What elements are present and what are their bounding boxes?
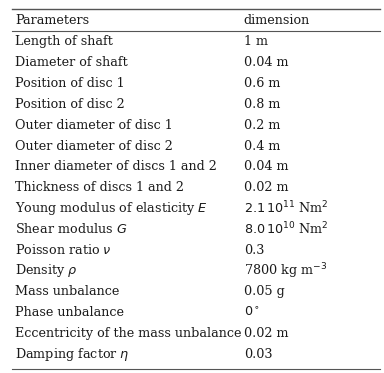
Text: Mass unbalance: Mass unbalance bbox=[15, 285, 120, 298]
Text: Phase unbalance: Phase unbalance bbox=[15, 306, 124, 319]
Text: 0.05 g: 0.05 g bbox=[244, 285, 285, 298]
Text: Eccentricity of the mass unbalance: Eccentricity of the mass unbalance bbox=[15, 327, 242, 340]
Text: Parameters: Parameters bbox=[15, 14, 89, 26]
Text: 0.02 m: 0.02 m bbox=[244, 327, 288, 340]
Text: Thickness of discs 1 and 2: Thickness of discs 1 and 2 bbox=[15, 181, 184, 194]
Text: dimension: dimension bbox=[244, 14, 310, 26]
Text: Young modulus of elasticity $E$: Young modulus of elasticity $E$ bbox=[15, 200, 208, 217]
Text: Position of disc 1: Position of disc 1 bbox=[15, 77, 125, 90]
Text: 0.04 m: 0.04 m bbox=[244, 56, 288, 69]
Text: Damping factor $\eta$: Damping factor $\eta$ bbox=[15, 345, 130, 363]
Text: 0.2 m: 0.2 m bbox=[244, 119, 280, 132]
Text: 0.3: 0.3 bbox=[244, 244, 264, 257]
Text: Shear modulus $G$: Shear modulus $G$ bbox=[15, 222, 128, 236]
Text: 0.02 m: 0.02 m bbox=[244, 181, 288, 194]
Text: $8.0 \, 10^{10}$ Nm$^2$: $8.0 \, 10^{10}$ Nm$^2$ bbox=[244, 221, 328, 238]
Text: Outer diameter of disc 2: Outer diameter of disc 2 bbox=[15, 140, 173, 153]
Text: 0.03: 0.03 bbox=[244, 348, 272, 361]
Text: 0.4 m: 0.4 m bbox=[244, 140, 280, 153]
Text: Inner diameter of discs 1 and 2: Inner diameter of discs 1 and 2 bbox=[15, 160, 217, 173]
Text: 0.6 m: 0.6 m bbox=[244, 77, 280, 90]
Text: $0^\circ$: $0^\circ$ bbox=[244, 306, 260, 319]
Text: Length of shaft: Length of shaft bbox=[15, 35, 113, 48]
Text: Position of disc 2: Position of disc 2 bbox=[15, 98, 125, 111]
Text: 1 m: 1 m bbox=[244, 35, 268, 48]
Text: 7800 kg m$^{-3}$: 7800 kg m$^{-3}$ bbox=[244, 261, 327, 280]
Text: $2.1 \, 10^{11}$ Nm$^2$: $2.1 \, 10^{11}$ Nm$^2$ bbox=[244, 200, 328, 217]
Text: Outer diameter of disc 1: Outer diameter of disc 1 bbox=[15, 119, 173, 132]
Text: 0.04 m: 0.04 m bbox=[244, 160, 288, 173]
Text: 0.8 m: 0.8 m bbox=[244, 98, 280, 111]
Text: Poisson ratio $\nu$: Poisson ratio $\nu$ bbox=[15, 243, 112, 257]
Text: Diameter of shaft: Diameter of shaft bbox=[15, 56, 128, 69]
Text: Density $\rho$: Density $\rho$ bbox=[15, 262, 78, 279]
